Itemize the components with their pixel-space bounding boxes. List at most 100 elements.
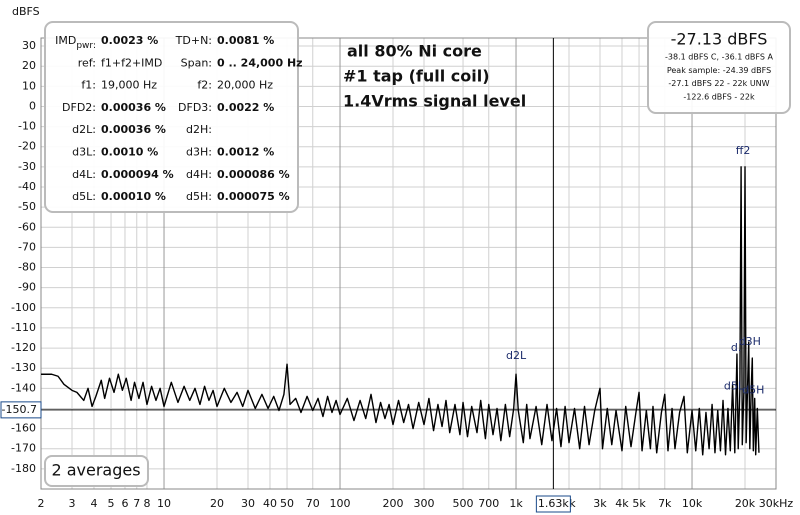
stats-value: 0.000094 %: [101, 168, 174, 181]
stats-label: DFD3:: [178, 101, 212, 114]
cursor-y-label: -150.7: [2, 403, 37, 416]
y-tick-label: -50: [18, 200, 36, 213]
x-tick-label: 10k: [682, 497, 703, 510]
y-tick-label: -100: [11, 301, 36, 314]
x-tick-label: 300: [413, 497, 434, 510]
peak-label: ff2: [736, 144, 751, 157]
peak-label: d5L: [724, 379, 745, 392]
stats-label: f1:: [81, 79, 96, 92]
level-line: Peak sample: -24.39 dBFS: [667, 66, 771, 75]
y-tick-label: -130: [11, 361, 36, 374]
y-tick-label: 30: [22, 39, 36, 52]
annotation: all 80% Ni core: [347, 42, 482, 61]
stats-value: 0.00036 %: [101, 101, 166, 114]
x-tick-label: 20k: [735, 497, 756, 510]
averages-box: [44, 455, 149, 487]
stats-label-main: IMD: [55, 34, 76, 47]
level-line: -38.1 dBFS C, -36.1 dBFS A: [665, 53, 773, 62]
stats-value: 0.00010 %: [101, 190, 166, 203]
stats-label: d5H:: [186, 190, 212, 203]
stats-value: 0.0010 %: [101, 146, 158, 159]
level-main: -27.13 dBFS: [671, 30, 768, 49]
y-tick-label: -110: [11, 321, 36, 334]
averages-label: 2 averages: [51, 461, 140, 480]
x-tick-label: 2: [38, 497, 45, 510]
stats-value: 0.000086 %: [217, 168, 290, 181]
x-tick-label: 200: [383, 497, 404, 510]
stats-label: f2:: [197, 79, 212, 92]
x-tick-label: 1k: [509, 497, 523, 510]
y-tick-label: -40: [18, 180, 36, 193]
x-tick-label: 4k: [615, 497, 629, 510]
x-tick-label: 40: [263, 497, 277, 510]
cursor-box: [0, 401, 42, 419]
y-tick-label: -60: [18, 220, 36, 233]
x-tick-label: 10: [157, 497, 171, 510]
x-tick-label: 50: [280, 497, 294, 510]
plot: [41, 166, 760, 456]
level-line: -27.1 dBFS 22 - 22k UNW: [668, 79, 769, 88]
stats-label: d3H:: [186, 146, 212, 159]
y-tick-label: -170: [11, 442, 36, 455]
x-tick-label: 8: [143, 497, 150, 510]
level-box: [647, 21, 791, 114]
x-tick-label: 100: [330, 497, 351, 510]
y-axis-label: dBFS: [12, 5, 40, 18]
x-tick-label: 6: [121, 497, 128, 510]
x-tick-label: 500: [453, 497, 474, 510]
y-tick-label: -80: [18, 261, 36, 274]
stats-label: d2H:: [186, 123, 212, 136]
peak-label: d5H: [742, 383, 764, 396]
stats-label: d2L:: [72, 123, 96, 136]
level-line: -122.6 dBFS - 22k: [683, 92, 755, 101]
y-tick-label: -140: [11, 381, 36, 394]
x-tick-label: 30: [241, 497, 255, 510]
stats-value: 0.0081 %: [217, 34, 274, 47]
stats-value: 0.000075 %: [217, 190, 290, 203]
x-tick-label: 30kHz: [759, 497, 794, 510]
y-tick-label: -70: [18, 240, 36, 253]
stats-value: f1+f2+IMD: [101, 56, 162, 69]
y-tick-label: -20: [18, 140, 36, 153]
stats-value: 20,000 Hz: [217, 79, 273, 92]
x-tick-label: 20: [210, 497, 224, 510]
x-tick-label: 700: [478, 497, 499, 510]
x-tick-label: 7: [133, 497, 140, 510]
x-tick-label: 4: [90, 497, 97, 510]
stats-value: 0.0023 %: [101, 34, 158, 47]
y-tick-label: -160: [11, 422, 36, 435]
y-tick-label: -120: [11, 341, 36, 354]
stats-label: d4H:: [186, 168, 212, 181]
y-tick-label: 10: [22, 79, 36, 92]
stats-value: 0.0022 %: [217, 101, 274, 114]
plot-frame: [40, 37, 777, 490]
stats-label-sub: pwr:: [76, 41, 96, 51]
x-tick-label: 5k: [632, 497, 646, 510]
peak-label: d2L: [506, 349, 527, 362]
y-tick-label: 20: [22, 59, 36, 72]
overlay: 3020100-10-20-30-40-50-60-70-80-90-100-1…: [0, 21, 794, 513]
x-tick-label: 3k: [593, 497, 607, 510]
y-tick-label: -90: [18, 281, 36, 294]
x-tick-label: 70: [306, 497, 320, 510]
y-tick-label: 0: [29, 99, 36, 112]
stats-box: [44, 21, 299, 213]
y-tick-label: -180: [11, 462, 36, 475]
stats-value: 0.0012 %: [217, 146, 274, 159]
stats-label: d4L:: [72, 168, 96, 181]
x-tick-label: 3: [68, 497, 75, 510]
stats-label: IMDpwr:: [55, 34, 96, 51]
stats-label: ref:: [78, 56, 96, 69]
peak-label: d.: [731, 341, 741, 354]
stats-label: DFD2:: [62, 101, 96, 114]
stats-value: 0.00036 %: [101, 123, 166, 136]
spectrum-line: [41, 166, 760, 456]
y-tick-label: -30: [18, 160, 36, 173]
stats-label: TD+N:: [175, 34, 212, 47]
x-tick-label: 7k: [658, 497, 672, 510]
stats-label: d5L:: [72, 190, 96, 203]
x-tick-label: 5: [108, 497, 115, 510]
y-tick-label: -10: [18, 120, 36, 133]
cursor-box: [535, 495, 571, 513]
